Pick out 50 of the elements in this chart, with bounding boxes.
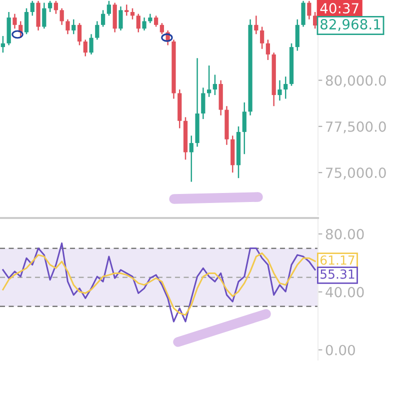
candlestick [312, 11, 318, 30]
candlestick [112, 2, 117, 33]
candlestick [72, 18, 76, 35]
candlestick [189, 135, 194, 182]
candlestick [295, 18, 300, 52]
candlestick [266, 39, 270, 61]
y-tick-label: 75,000.0 [326, 168, 386, 180]
y-tick-label: 77,500.0 [326, 121, 386, 134]
candlestick [89, 34, 94, 56]
candlestick [124, 4, 129, 16]
y-tick-label: 80.00 [326, 228, 364, 240]
candlestick [66, 18, 70, 35]
candlestick [254, 15, 258, 35]
candlestick [42, 2, 46, 30]
candlestick [118, 6, 123, 32]
candlestick [148, 13, 152, 24]
candlestick [136, 13, 140, 33]
candlestick [160, 22, 164, 35]
candlestick [77, 22, 82, 46]
candlestick [142, 16, 146, 32]
candlestick [30, 0, 34, 16]
candlestick [95, 20, 100, 40]
candlestick [206, 64, 212, 98]
candlestick [301, 0, 306, 28]
text: 61.17 [320, 255, 354, 265]
candlestick [60, 8, 64, 26]
candlestick [154, 15, 158, 28]
candlestick [106, 0, 112, 16]
candlestick [12, 13, 17, 30]
text: 82,968.1 [320, 19, 380, 31]
text: 55.31 [320, 269, 354, 279]
candlestick [307, 0, 312, 20]
candlestick [24, 8, 29, 35]
y-tick-label: 40.00 [326, 286, 364, 298]
candlestick [201, 87, 206, 120]
candlestick [0, 35, 6, 54]
candlestick [83, 39, 88, 57]
candlestick [54, 0, 58, 14]
candlestick [284, 76, 288, 100]
candlestick [36, 0, 40, 32]
text: 40:37 [320, 3, 358, 14]
candlestick [130, 8, 135, 20]
candlestick [212, 74, 218, 96]
candlestick [260, 26, 264, 50]
y-tick-label: 0.00 [326, 344, 355, 356]
candlestick [48, 0, 52, 13]
candlestick [278, 80, 282, 102]
y-tick-label: 80,000.0 [326, 75, 386, 88]
candlestick [242, 102, 246, 155]
candlestick [100, 10, 106, 28]
